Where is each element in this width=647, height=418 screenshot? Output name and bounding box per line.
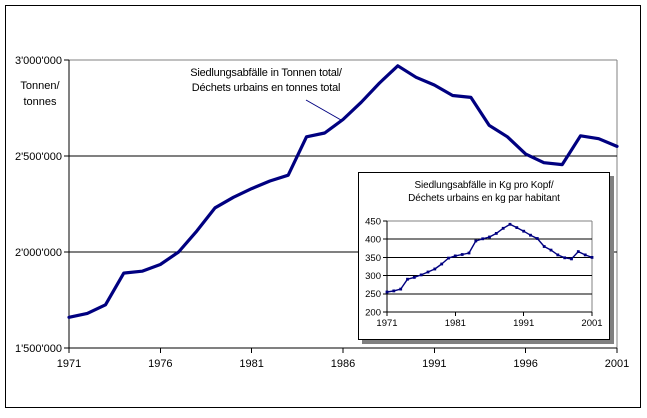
y-tick-label: 300: [365, 271, 381, 282]
series-line-kg: [386, 223, 593, 293]
series-marker: [515, 226, 519, 229]
y-axis-title: Tonnen/ tonnes: [16, 78, 64, 110]
series-marker: [549, 248, 553, 252]
series-marker: [419, 273, 423, 277]
series-annotation-line2: Déchets urbains en tonnes total: [191, 82, 341, 94]
series-marker: [412, 276, 416, 279]
series-marker: [392, 289, 396, 293]
series-marker: [467, 251, 471, 255]
y-tick-label: 450: [365, 216, 381, 227]
y-tick-label: 350: [365, 253, 381, 264]
y-axis-title-line1: Tonnen/: [20, 80, 60, 92]
series-marker: [481, 237, 485, 241]
x-tick-label: 1981: [239, 358, 263, 370]
x-tick-label: 1986: [331, 358, 355, 370]
series-annotation-line1: Siedlungsabfälle in Tonnen total/: [190, 67, 342, 79]
series-marker: [433, 267, 437, 271]
x-tick-label: 1971: [376, 318, 397, 329]
y-tick-label: 2'000'000: [15, 247, 62, 259]
x-tick-label: 1971: [57, 358, 81, 370]
y-tick-label: 1'500'000: [15, 343, 62, 355]
series-marker: [576, 250, 580, 253]
inset-title-line2: Déchets urbains en kg par habitant: [408, 193, 560, 204]
x-tick-label: 2001: [605, 358, 629, 370]
series-marker: [542, 245, 546, 248]
series-marker: [570, 257, 573, 261]
y-tick-label: 400: [365, 235, 381, 246]
inset-title-line1: Siedlungsabfälle in Kg pro Kopf/: [414, 180, 554, 191]
x-tick-label: 1991: [422, 358, 446, 370]
series-marker: [494, 232, 498, 235]
y-axis-title-line2: tonnes: [23, 96, 57, 108]
series-marker: [488, 235, 491, 239]
chart-outer-border: [5, 5, 641, 408]
y-tick-label: 200: [365, 307, 381, 318]
series-marker: [399, 287, 403, 291]
inset-chart-box: Siedlungsabfälle in Kg pro Kopf/ Déchets…: [358, 172, 610, 340]
inset-chart-title: Siedlungsabfälle in Kg pro Kopf/ Déchets…: [359, 179, 609, 205]
series-marker: [563, 256, 567, 260]
annotation-leader-line: [305, 99, 342, 121]
series-marker: [453, 254, 457, 258]
series-marker: [529, 233, 532, 237]
series-marker: [522, 229, 526, 233]
x-tick-label: 2001: [581, 318, 602, 329]
series-marker: [535, 237, 539, 240]
y-tick-label: 250: [365, 289, 381, 300]
x-tick-label: 1976: [148, 358, 172, 370]
x-tick-label: 1981: [445, 318, 466, 329]
series-marker: [474, 239, 478, 243]
series-marker: [385, 290, 389, 294]
series-marker: [590, 256, 594, 259]
series-marker: [406, 277, 409, 281]
x-tick-label: 1991: [513, 318, 534, 329]
x-tick-label: 1996: [513, 358, 537, 370]
series-marker: [556, 253, 560, 257]
series-marker: [426, 270, 430, 274]
series-marker: [460, 253, 464, 256]
series-marker: [508, 222, 512, 226]
series-marker: [583, 253, 587, 257]
series-marker: [447, 256, 450, 260]
series-line-tonnes: [67, 64, 619, 319]
y-tick-label: 3'000'000: [15, 55, 62, 67]
series-marker: [440, 262, 444, 266]
series-marker: [501, 226, 505, 230]
y-tick-label: 2'500'000: [15, 151, 62, 163]
series-annotation: Siedlungsabfälle in Tonnen total/ Déchet…: [181, 66, 351, 96]
